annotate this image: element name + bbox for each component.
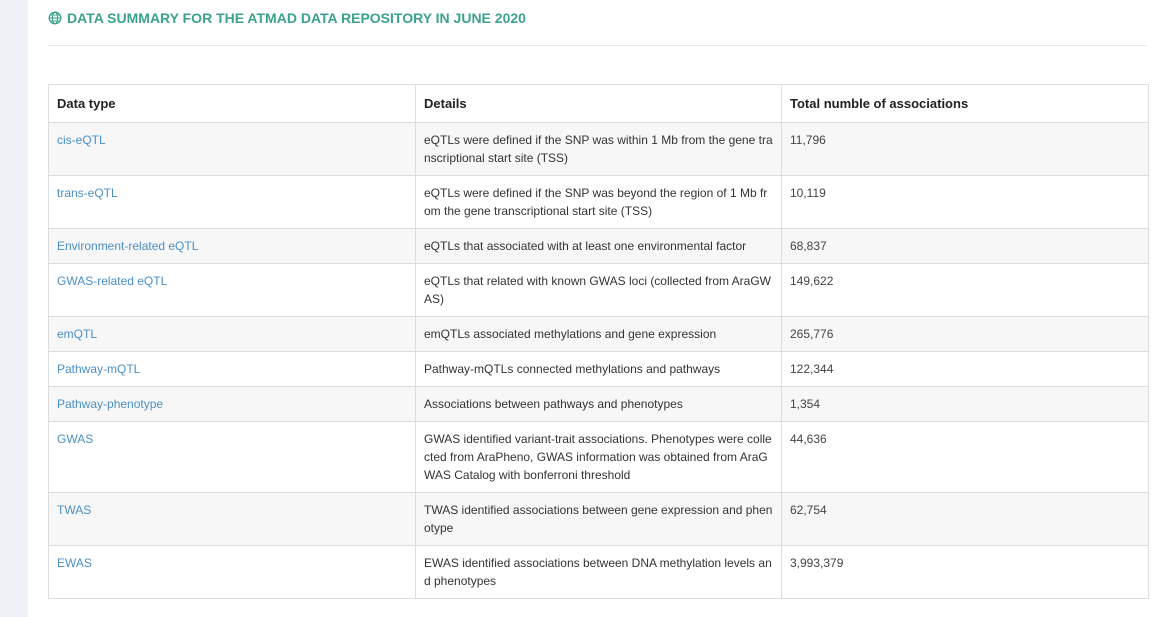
- data-type-link[interactable]: emQTL: [57, 327, 98, 341]
- details-cell: TWAS identified associations between gen…: [415, 492, 782, 546]
- data-type-link[interactable]: TWAS: [57, 503, 92, 517]
- data-type-cell: EWAS: [48, 545, 416, 599]
- data-type-link[interactable]: Pathway-mQTL: [57, 362, 141, 376]
- data-type-link[interactable]: Environment-related eQTL: [57, 239, 199, 253]
- table-row: GWAS GWAS identified variant-trait assoc…: [48, 421, 1149, 493]
- total-cell: 1,354: [781, 386, 1149, 422]
- details-cell: Pathway-mQTLs connected methylations and…: [415, 351, 782, 387]
- table-row: Environment-related eQTL eQTLs that asso…: [48, 228, 1149, 264]
- details-cell: eQTLs that associated with at least one …: [415, 228, 782, 264]
- globe-icon: [48, 11, 62, 25]
- table-row: Pathway-mQTL Pathway-mQTLs connected met…: [48, 351, 1149, 387]
- data-type-link[interactable]: trans-eQTL: [57, 186, 118, 200]
- total-cell: 149,622: [781, 263, 1149, 317]
- data-type-cell: TWAS: [48, 492, 416, 546]
- total-cell: 62,754: [781, 492, 1149, 546]
- details-cell: GWAS identified variant-trait associatio…: [415, 421, 782, 493]
- data-type-cell: GWAS-related eQTL: [48, 263, 416, 317]
- header-divider: [48, 45, 1147, 46]
- total-cell: 122,344: [781, 351, 1149, 387]
- table-header-row: Data type Details Total numble of associ…: [48, 84, 1149, 123]
- data-type-cell: emQTL: [48, 316, 416, 352]
- data-type-cell: Pathway-mQTL: [48, 351, 416, 387]
- data-type-link[interactable]: GWAS: [57, 432, 94, 446]
- total-cell: 265,776: [781, 316, 1149, 352]
- details-cell: Associations between pathways and phenot…: [415, 386, 782, 422]
- details-cell: eQTLs were defined if the SNP was within…: [415, 122, 782, 176]
- table-row: TWAS TWAS identified associations betwee…: [48, 492, 1149, 546]
- table-row: cis-eQTL eQTLs were defined if the SNP w…: [48, 122, 1149, 176]
- sidebar-strip: [0, 0, 28, 617]
- table-row: emQTL emQTLs associated methylations and…: [48, 316, 1149, 352]
- total-cell: 68,837: [781, 228, 1149, 264]
- details-cell: eQTLs that related with known GWAS loci …: [415, 263, 782, 317]
- page-title: DATA SUMMARY FOR THE ATMAD DATA REPOSITO…: [67, 10, 526, 26]
- details-cell: emQTLs associated methylations and gene …: [415, 316, 782, 352]
- data-type-cell: Environment-related eQTL: [48, 228, 416, 264]
- column-header-data-type: Data type: [48, 84, 416, 123]
- data-type-cell: GWAS: [48, 421, 416, 493]
- column-header-details: Details: [415, 84, 782, 123]
- table-row: GWAS-related eQTL eQTLs that related wit…: [48, 263, 1149, 317]
- content-panel: DATA SUMMARY FOR THE ATMAD DATA REPOSITO…: [28, 0, 1155, 617]
- section-header: DATA SUMMARY FOR THE ATMAD DATA REPOSITO…: [48, 9, 526, 27]
- data-type-link[interactable]: Pathway-phenotype: [57, 397, 164, 411]
- total-cell: 3,993,379: [781, 545, 1149, 599]
- data-type-link[interactable]: cis-eQTL: [57, 133, 106, 147]
- table-row: EWAS EWAS identified associations betwee…: [48, 545, 1149, 599]
- table-row: Pathway-phenotype Associations between p…: [48, 386, 1149, 422]
- table-row: trans-eQTL eQTLs were defined if the SNP…: [48, 175, 1149, 229]
- column-header-total: Total numble of associations: [781, 84, 1149, 123]
- details-cell: EWAS identified associations between DNA…: [415, 545, 782, 599]
- data-type-link[interactable]: GWAS-related eQTL: [57, 274, 168, 288]
- total-cell: 10,119: [781, 175, 1149, 229]
- data-type-link[interactable]: EWAS: [57, 556, 92, 570]
- data-type-cell: Pathway-phenotype: [48, 386, 416, 422]
- total-cell: 44,636: [781, 421, 1149, 493]
- details-cell: eQTLs were defined if the SNP was beyond…: [415, 175, 782, 229]
- data-type-cell: cis-eQTL: [48, 122, 416, 176]
- data-summary-table: Data type Details Total numble of associ…: [48, 84, 1149, 599]
- total-cell: 11,796: [781, 122, 1149, 176]
- data-type-cell: trans-eQTL: [48, 175, 416, 229]
